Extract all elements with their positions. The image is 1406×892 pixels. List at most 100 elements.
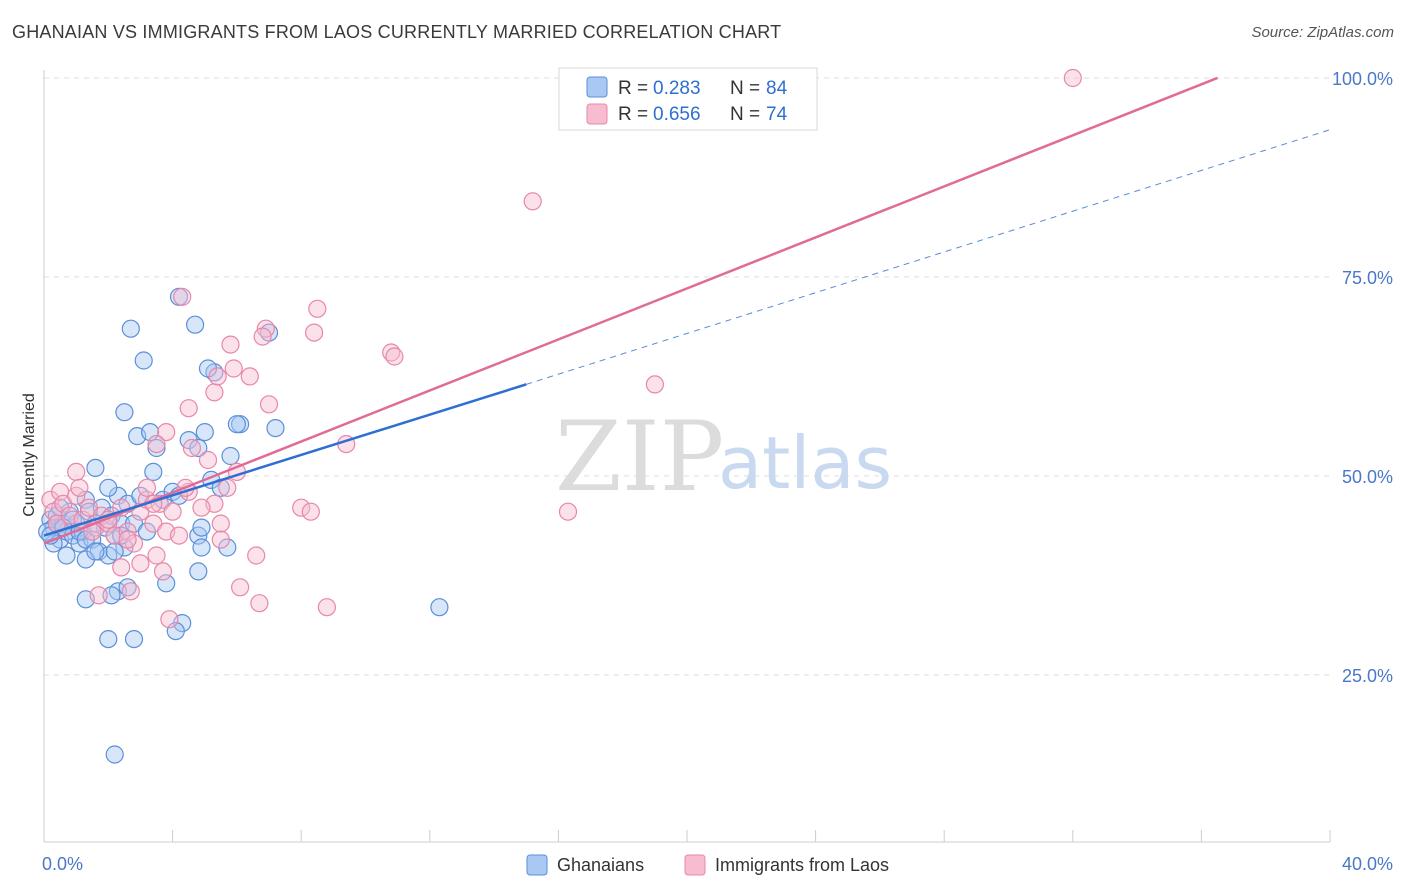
ghanaian-point-62 xyxy=(192,518,211,537)
legend-swatch-blue xyxy=(586,76,608,98)
bottom-legend-swatch-ghanaians xyxy=(526,854,548,876)
x-tick-label-1: 40.0% xyxy=(1342,854,1393,874)
ghanaian-trend-extension xyxy=(526,129,1331,385)
watermark: ZIP atlas xyxy=(555,401,892,513)
laos-point-44 xyxy=(224,359,243,378)
laos-point-63 xyxy=(317,598,336,617)
laos-point-68 xyxy=(192,498,211,517)
ghanaian-point-59 xyxy=(227,415,246,434)
ghanaian-point-64 xyxy=(192,538,211,557)
ghanaian-point-37 xyxy=(115,403,134,422)
ghanaian-point-47 xyxy=(195,423,214,442)
y-tick-label-0: 100.0% xyxy=(1332,69,1393,89)
series-immigrants-from-laos xyxy=(41,68,1082,629)
laos-point-72 xyxy=(558,502,578,521)
trend-lines xyxy=(43,76,1331,545)
ghanaian-trend-line xyxy=(43,383,527,537)
laos-point-25 xyxy=(70,478,89,497)
ghanaian-point-65 xyxy=(189,562,208,581)
laos-point-26 xyxy=(118,530,137,549)
laos-point-67 xyxy=(211,530,230,549)
laos-point-18 xyxy=(144,514,163,533)
laos-point-21 xyxy=(163,502,182,521)
laos-point-51 xyxy=(305,323,324,342)
ghanaian-point-53 xyxy=(134,351,153,370)
laos-point-8 xyxy=(79,498,99,517)
laos-point-40 xyxy=(218,478,237,497)
laos-point-22 xyxy=(169,526,189,545)
legend-r-value-2: 0.656 xyxy=(653,104,701,125)
laos-point-69 xyxy=(523,192,542,211)
ghanaian-point-30 xyxy=(86,458,105,477)
laos-point-58 xyxy=(157,423,176,442)
ghanaian-point-79 xyxy=(105,745,124,764)
laos-point-60 xyxy=(247,546,266,565)
bottom-legend-label-ghanaians: Ghanaians xyxy=(557,855,644,875)
axes xyxy=(43,70,1331,843)
ghanaian-point-78 xyxy=(430,598,449,617)
laos-point-48 xyxy=(259,395,279,414)
legend-swatch-pink xyxy=(586,103,608,125)
ghanaian-point-26 xyxy=(57,546,76,565)
laos-point-42 xyxy=(205,383,224,402)
laos-point-37 xyxy=(198,450,218,470)
laos-point-56 xyxy=(385,347,404,366)
bottom-legend-swatch-laos xyxy=(684,854,706,876)
ghanaian-point-77 xyxy=(105,542,124,561)
laos-point-50 xyxy=(308,299,327,318)
laos-point-46 xyxy=(221,335,240,354)
source-label: Source: ZipAtlas.com xyxy=(1251,24,1394,41)
laos-trend-line xyxy=(43,76,1218,545)
y-tick-labels: 100.0% 75.0% 50.0% 25.0% xyxy=(1332,69,1393,686)
ghanaian-point-74 xyxy=(124,629,144,649)
watermark-atlas: atlas xyxy=(718,421,892,505)
ghanaian-point-76 xyxy=(86,542,105,561)
laos-point-33 xyxy=(160,610,179,629)
laos-point-35 xyxy=(179,399,198,418)
laos-point-59 xyxy=(147,435,166,454)
laos-point-49 xyxy=(253,327,272,346)
laos-point-45 xyxy=(240,367,259,386)
laos-point-43 xyxy=(208,367,227,386)
watermark-zip: ZIP xyxy=(555,401,724,513)
laos-point-27 xyxy=(131,554,150,573)
top-legend: R = 0.283 N = 84 R = 0.656 N = 74 xyxy=(558,67,818,131)
ghanaian-point-41 xyxy=(144,462,163,481)
laos-point-64 xyxy=(137,478,156,497)
legend-n-value-1: 84 xyxy=(766,78,788,99)
y-tick-label-1: 75.0% xyxy=(1342,268,1393,288)
legend-r-value-1: 0.283 xyxy=(653,78,701,99)
ghanaian-point-73 xyxy=(99,629,118,649)
laos-point-31 xyxy=(89,586,108,605)
laos-point-55 xyxy=(301,502,320,521)
laos-point-30 xyxy=(121,582,140,601)
laos-point-32 xyxy=(153,562,173,581)
ghanaian-point-55 xyxy=(186,315,205,334)
laos-point-24 xyxy=(67,462,86,481)
laos-point-54 xyxy=(292,498,311,517)
y-tick-label-2: 50.0% xyxy=(1342,467,1393,487)
ghanaian-point-46 xyxy=(189,438,208,458)
laos-point-70 xyxy=(1063,68,1082,88)
laos-point-62 xyxy=(250,594,269,613)
legend-n-label-2: N = xyxy=(730,104,760,125)
laos-point-29 xyxy=(112,558,131,577)
laos-point-39 xyxy=(211,514,230,533)
legend-n-label-1: N = xyxy=(730,78,760,99)
laos-point-36 xyxy=(182,438,201,458)
ghanaian-point-70 xyxy=(157,574,176,593)
bottom-legend: Ghanaians Immigrants from Laos xyxy=(526,854,889,876)
legend-r-label-1: R = xyxy=(618,78,648,99)
ghanaian-point-67 xyxy=(102,586,121,605)
x-tick-label-0: 0.0% xyxy=(42,854,83,874)
laos-point-61 xyxy=(231,578,250,597)
y-tick-label-3: 25.0% xyxy=(1342,666,1393,686)
laos-point-57 xyxy=(173,287,192,306)
ghanaian-point-40 xyxy=(147,438,166,458)
x-tick-labels: 0.0% 40.0% xyxy=(42,854,1393,874)
ghanaian-point-54 xyxy=(121,319,140,338)
laos-point-71 xyxy=(645,375,665,394)
chart-title: GHANAIAN VS IMMIGRANTS FROM LAOS CURRENT… xyxy=(12,22,782,42)
ghanaian-point-50 xyxy=(221,446,240,466)
